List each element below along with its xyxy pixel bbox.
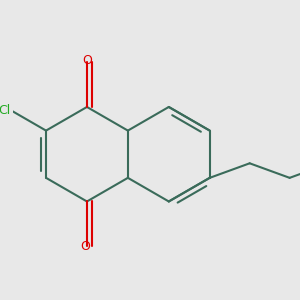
Text: O: O (82, 54, 92, 67)
Text: O: O (80, 240, 90, 253)
Text: Cl: Cl (0, 104, 11, 117)
